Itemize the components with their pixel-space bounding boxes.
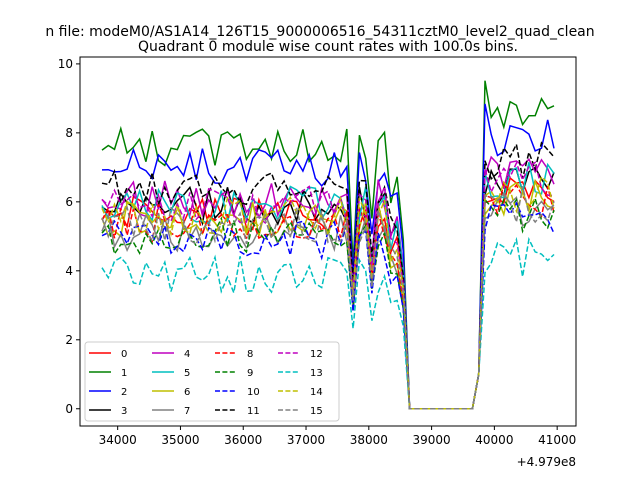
legend-label-15: 15 [310, 406, 323, 417]
legend-label-8: 8 [247, 349, 253, 360]
y-tick-label: 8 [65, 126, 73, 140]
x-tick-label: 39000 [413, 433, 451, 447]
legend-box [84, 341, 340, 422]
series-line-15 [101, 186, 555, 410]
series-line-12 [101, 161, 555, 410]
chart-title: Quadrant 0 module wise count rates with … [138, 39, 518, 55]
y-tick-label: 4 [65, 264, 73, 278]
y-tick-label: 10 [58, 57, 73, 71]
legend-label-13: 13 [310, 368, 323, 379]
x-tick-label: 35000 [161, 433, 199, 447]
y-tick-label: 6 [65, 195, 73, 209]
legend-label-7: 7 [184, 406, 190, 417]
legend-label-5: 5 [184, 368, 190, 379]
x-tick-label: 34000 [99, 433, 137, 447]
y-tick-label: 0 [65, 402, 73, 416]
x-tick-label: 40000 [475, 433, 513, 447]
series-line-14 [101, 175, 555, 410]
series-line-8 [101, 180, 555, 410]
legend-label-12: 12 [310, 349, 323, 360]
legend-label-14: 14 [310, 387, 323, 398]
x-axis: 34000 35000 36000 37000 38000 39000 40000 41000 [99, 426, 576, 447]
plot-frame [79, 56, 577, 427]
legend-label-11: 11 [247, 406, 260, 417]
legend-label-2: 2 [121, 387, 127, 398]
legend-label-0: 0 [121, 349, 127, 360]
legend-label-4: 4 [184, 349, 190, 360]
x-tick-label: 38000 [350, 433, 388, 447]
y-axis: 0 2 4 6 8 10 [58, 57, 80, 416]
x-tick-label: 36000 [224, 433, 262, 447]
legend-label-10: 10 [247, 387, 260, 398]
y-tick-label: 2 [65, 333, 73, 347]
x-tick-label: 41000 [538, 433, 576, 447]
legend-label-9: 9 [247, 368, 253, 379]
legend-label-6: 6 [184, 387, 190, 398]
plot-lines [101, 80, 555, 410]
legend-label-1: 1 [121, 368, 127, 379]
chart-suptitle: n file: modeM0/AS1A14_126T15_9000006516_… [45, 24, 594, 40]
x-tick-label: 37000 [287, 433, 325, 447]
legend-label-3: 3 [121, 406, 127, 417]
x-offset-label: +4.979e8 [517, 455, 576, 469]
